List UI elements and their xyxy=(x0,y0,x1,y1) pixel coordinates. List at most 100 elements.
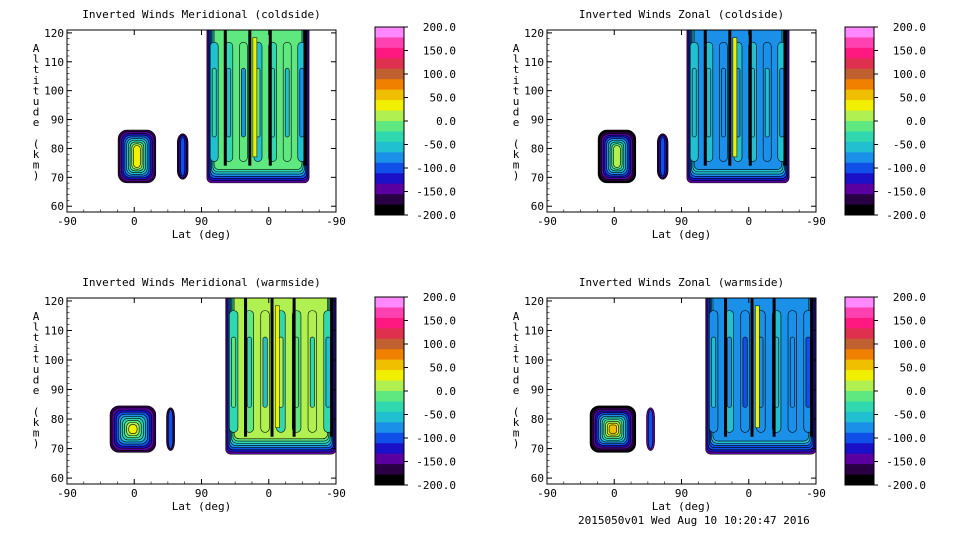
colorbar-swatch xyxy=(375,297,404,308)
x-tick-label: -90 xyxy=(806,487,826,500)
contour-column xyxy=(246,336,252,408)
contour-column xyxy=(252,37,258,158)
contour-band xyxy=(168,409,174,449)
x-axis-label: Lat (deg) xyxy=(172,228,232,241)
colorbar-tick-label: -150.0 xyxy=(416,456,456,469)
x-tick-label: 0 xyxy=(611,215,618,228)
colorbar-swatch xyxy=(845,79,874,91)
colorbar-tick-label: -50.0 xyxy=(893,409,926,422)
contour-column xyxy=(691,67,697,138)
x-tick-label: 90 xyxy=(195,487,208,500)
y-tick-label: 120 xyxy=(44,27,64,40)
colorbar-swatch xyxy=(845,370,874,382)
colorbar-tick-label: 150.0 xyxy=(893,315,926,328)
contour-front xyxy=(750,298,754,437)
y-tick-label: 90 xyxy=(51,384,64,397)
y-tick-label: 100 xyxy=(44,85,64,98)
colorbar-swatch xyxy=(845,391,874,402)
contour-field xyxy=(109,298,336,455)
y-tick-label: 60 xyxy=(531,472,544,485)
y-tick-label: 100 xyxy=(524,354,544,367)
y-tick-label: 60 xyxy=(51,200,64,213)
colorbar-tick-label: -150.0 xyxy=(886,456,926,469)
y-tick-label: 90 xyxy=(531,384,544,397)
contour-column xyxy=(325,336,331,408)
colorbar-tick-label: 50.0 xyxy=(430,362,457,375)
x-tick-label: -90 xyxy=(326,487,346,500)
contour-column xyxy=(726,336,732,408)
colorbar-swatch xyxy=(375,183,404,195)
colorbar-swatch xyxy=(375,464,404,476)
contour-column xyxy=(779,67,785,138)
colorbar-swatch xyxy=(845,131,874,143)
chart-title: Inverted Winds Zonal (warmside) xyxy=(579,276,784,289)
colorbar-swatch xyxy=(375,349,404,361)
colorbar-swatch xyxy=(845,297,874,308)
colorbar-tick-label: -100.0 xyxy=(416,162,456,175)
colorbar-swatch xyxy=(845,359,874,371)
x-tick-label: -90 xyxy=(537,487,557,500)
contour-column xyxy=(805,336,811,408)
contour-column xyxy=(309,336,315,408)
contour-column xyxy=(764,67,770,138)
colorbar-swatch xyxy=(845,121,874,132)
contour-front xyxy=(703,30,707,166)
y-tick-label: 120 xyxy=(524,295,544,308)
colorbar-swatch xyxy=(845,401,874,413)
colorbar-swatch xyxy=(375,411,404,423)
colorbar-tick-label: 50.0 xyxy=(900,362,927,375)
y-tick-label: 70 xyxy=(51,171,64,184)
contour-front xyxy=(223,30,227,166)
colorbar-tick-label: -50.0 xyxy=(893,139,926,152)
y-tick-label: 100 xyxy=(44,354,64,367)
colorbar-swatch xyxy=(845,173,874,185)
y-tick-label: 100 xyxy=(524,85,544,98)
colorbar-swatch xyxy=(845,141,874,153)
colorbar-swatch xyxy=(845,68,874,80)
y-tick-label: 110 xyxy=(44,56,64,69)
colorbar-swatch xyxy=(845,328,874,340)
contour-front xyxy=(268,30,272,166)
x-tick-label: 0 xyxy=(265,487,272,500)
colorbar-tick-label: 150.0 xyxy=(423,45,456,58)
contour-band xyxy=(128,424,138,434)
colorbar-tick-label: -50.0 xyxy=(423,139,456,152)
footer-timestamp: 2015050v01 Wed Aug 10 10:20:47 2016 xyxy=(578,514,810,527)
colorbar-swatch xyxy=(375,328,404,340)
colorbar-swatch xyxy=(375,391,404,402)
x-tick-label: -90 xyxy=(57,487,77,500)
chart-panel-1: Inverted Winds Meridional (coldside) 60 70… xyxy=(33,8,456,241)
colorbar-swatch xyxy=(375,100,404,112)
colorbar-swatch xyxy=(845,307,874,319)
colorbar-swatch xyxy=(845,443,874,455)
colorbar-tick-label: -100.0 xyxy=(416,432,456,445)
contour-band xyxy=(180,136,186,177)
colorbar-swatch xyxy=(375,401,404,413)
x-axis-label: Lat (deg) xyxy=(172,500,232,513)
contour-front xyxy=(270,298,274,437)
y-tick-label: 60 xyxy=(531,200,544,213)
contour-column xyxy=(732,37,738,158)
x-tick-label: 0 xyxy=(131,215,138,228)
colorbar-swatch xyxy=(375,307,404,319)
colorbar-swatch xyxy=(845,464,874,476)
colorbar-swatch xyxy=(845,47,874,59)
colorbar-swatch xyxy=(375,89,404,101)
x-axis-label: Lat (deg) xyxy=(652,500,712,513)
contour-front xyxy=(748,30,752,166)
colorbar-swatch xyxy=(375,152,404,164)
colorbar: 200.0 150.0 100.0 50.0 0.0 -50.0 -100.0 -150.0 -… xyxy=(374,21,456,222)
contour-column xyxy=(284,67,290,138)
colorbar-swatch xyxy=(375,453,404,465)
colorbar-swatch xyxy=(845,58,874,70)
colorbar-swatch xyxy=(375,162,404,174)
colorbar-tick-label: 200.0 xyxy=(893,21,926,34)
x-tick-label: -90 xyxy=(57,215,77,228)
contour-column xyxy=(742,336,748,408)
contour-front xyxy=(303,30,307,166)
y-tick-label: 80 xyxy=(51,142,64,155)
colorbar-tick-label: -100.0 xyxy=(886,432,926,445)
colorbar-tick-label: 150.0 xyxy=(423,315,456,328)
